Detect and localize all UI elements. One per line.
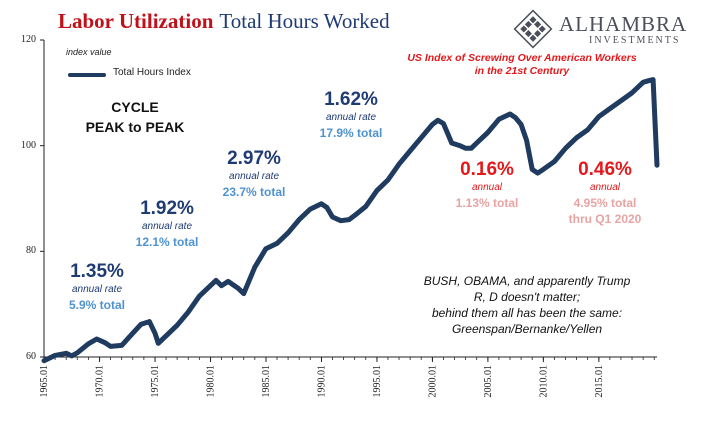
us-index-line2: in the 21st Century (474, 65, 570, 77)
chart-axes (40, 39, 657, 362)
annotation-cycle-3: 2.97% annual rate 23.7% total (209, 148, 299, 200)
x-tick-label: 2010.01 (538, 365, 549, 398)
logo-name: ALHAMBRA (559, 12, 688, 36)
annotation-cycle-1: 1.35% annual rate 5.9% total (52, 261, 142, 313)
annotation-rate: 1.92% (140, 198, 194, 219)
annotation-extra: thru Q1 2020 (568, 212, 642, 226)
x-tick-label: 1975.01 (150, 365, 161, 398)
annotation-rate: 1.62% (324, 89, 378, 110)
x-axis-ticks: 1965.01 1970.01 1975.01 1980.01 1985.01 1990.… (39, 365, 605, 398)
cycle-label-line1: CYCLE (111, 99, 159, 115)
annotation-rate: 0.16% (460, 159, 514, 180)
note-line3: behind them all has been the same: (431, 306, 623, 320)
x-tick-label: 1990.01 (316, 365, 327, 398)
x-tick-label: 1980.01 (206, 365, 217, 398)
annotation-total: 4.95% total (573, 196, 637, 210)
y-unit-label: index value (66, 47, 112, 57)
annotation-cycle-5: 0.16% annual 1.13% total (442, 159, 532, 211)
annotation-sub: annual rate (325, 112, 377, 123)
logo-subtitle: INVESTMENTS (589, 35, 681, 46)
annotation-total: 23.7% total (222, 185, 286, 199)
cycle-label: CYCLE PEAK to PEAK (80, 97, 190, 137)
note-line4: Greenspan/Bernanke/Yellen (451, 322, 603, 336)
chart-title: Labor Utilization Total Hours Worked (58, 9, 390, 34)
annotation-cycle-6: 0.46% annual 4.95% total thru Q1 2020 (560, 159, 650, 227)
annotation-sub: annual (589, 182, 621, 193)
x-tick-label: 2015.01 (594, 365, 605, 398)
annotation-rate: 1.35% (70, 261, 124, 282)
annotation-rate: 0.46% (578, 159, 632, 180)
y-tick-label: 120 (21, 34, 36, 45)
annotation-sub: annual rate (228, 171, 280, 182)
us-index-line1: US Index of Screwing Over American Worke… (407, 52, 637, 64)
title-rest-part: Total Hours Worked (219, 9, 390, 33)
x-tick-label: 2000.01 (427, 365, 438, 398)
cycle-label-line2: PEAK to PEAK (85, 119, 185, 135)
annotation-cycle-4: 1.62% annual rate 17.9% total (306, 89, 396, 141)
legend-line-swatch (68, 73, 106, 77)
y-tick-label: 60 (26, 351, 36, 362)
annotation-sub: annual rate (71, 284, 123, 295)
annotation-total: 5.9% total (68, 298, 125, 312)
y-tick-label: 80 (26, 245, 36, 257)
note-line2: R, D doesn't matter; (473, 290, 581, 304)
x-tick-label: 2005.01 (483, 365, 494, 398)
us-index-label: US Index of Screwing Over American Worke… (402, 52, 642, 78)
y-tick-label: 100 (21, 139, 36, 151)
annotation-total: 12.1% total (135, 235, 199, 249)
alhambra-logo: ALHAMBRA INVESTMENTS (511, 8, 691, 52)
bush-obama-note: BUSH, OBAMA, and apparently Trump R, D d… (396, 273, 658, 337)
x-tick-label: 1965.01 (39, 365, 50, 398)
title-bold-part: Labor Utilization (58, 9, 214, 33)
note-line1: BUSH, OBAMA, and apparently Trump (423, 274, 631, 288)
annotation-total: 1.13% total (455, 196, 519, 210)
annotation-cycle-2: 1.92% annual rate 12.1% total (122, 198, 212, 250)
annotation-total: 17.9% total (319, 126, 383, 140)
diamond-logo-icon (513, 9, 553, 49)
annotation-sub: annual (471, 182, 503, 193)
x-tick-label: 1970.01 (95, 365, 106, 398)
x-tick-label: 1985.01 (261, 365, 272, 398)
legend-label: Total Hours Index (113, 67, 191, 78)
x-tick-label: 1995.01 (372, 365, 383, 398)
annotation-sub: annual rate (141, 221, 193, 232)
annotation-rate: 2.97% (227, 148, 281, 169)
total-hours-series-line (41, 77, 660, 364)
